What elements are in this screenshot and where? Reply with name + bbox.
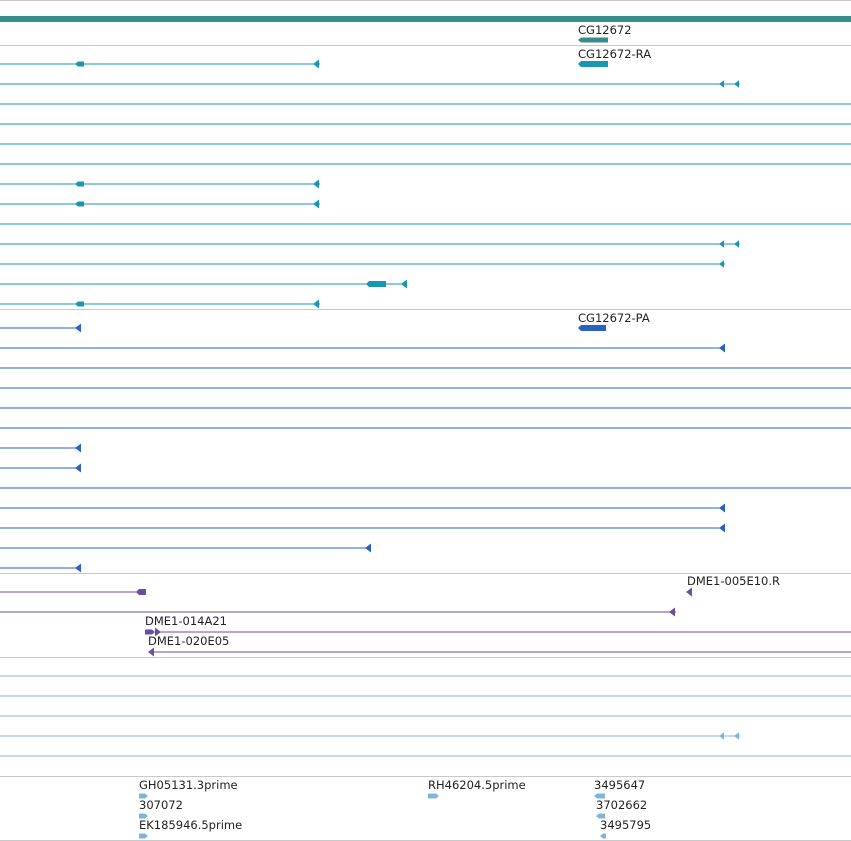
feature-label: DME1-014A21 <box>145 614 227 628</box>
feature-label: 3702662 <box>596 798 647 812</box>
feature-label: DME1-020E05 <box>148 634 229 648</box>
feature-label: EK185946.5prime <box>139 818 242 832</box>
strand-arrow-left <box>313 199 319 209</box>
strand-arrow-left <box>719 343 725 353</box>
exon-block[interactable] <box>75 201 84 207</box>
exon-block[interactable] <box>75 61 84 67</box>
exon-block[interactable] <box>139 833 148 839</box>
strand-arrow-right <box>155 627 161 637</box>
strand-arrow-left <box>75 323 81 333</box>
strand-arrow-left <box>719 503 725 513</box>
strand-arrow-left <box>313 179 319 189</box>
strand-arrow-left <box>75 463 81 473</box>
exon-block[interactable] <box>139 793 148 799</box>
strand-arrow-left <box>401 279 407 289</box>
strand-arrow-left <box>75 443 81 453</box>
strand-arrow-left <box>734 732 739 740</box>
exon-block[interactable] <box>578 61 608 67</box>
strand-arrow-left <box>734 80 739 88</box>
exon-block[interactable] <box>578 37 608 43</box>
exon-block[interactable] <box>594 793 605 799</box>
feature-label: DME1-005E10.R <box>687 574 780 588</box>
strand-arrow-left <box>148 647 154 657</box>
strand-arrow-left <box>75 563 81 573</box>
strand-arrow-left <box>719 523 725 533</box>
exon-block[interactable] <box>428 793 439 799</box>
strand-arrow-left <box>719 260 724 268</box>
exon-block[interactable] <box>366 281 386 287</box>
feature-label: GH05131.3prime <box>139 778 238 792</box>
strand-arrow-left <box>719 80 724 88</box>
gene-track-bar <box>0 16 851 22</box>
feature-label: 3495795 <box>600 818 651 832</box>
exon-block[interactable] <box>600 833 606 839</box>
strand-arrow-left <box>719 732 724 740</box>
feature-label: 3495647 <box>594 778 645 792</box>
strand-arrow-left <box>669 607 675 617</box>
strand-arrow-left <box>313 59 319 69</box>
feature-label: CG12672-PA <box>578 311 650 325</box>
exon-block[interactable] <box>596 813 605 819</box>
feature-label: CG12672 <box>578 23 632 37</box>
exon-block[interactable] <box>136 589 146 595</box>
feature-label: CG12672-RA <box>578 47 651 61</box>
strand-arrow-left <box>719 240 724 248</box>
feature-label: RH46204.5prime <box>428 778 526 792</box>
strand-arrow-left <box>734 240 739 248</box>
exon-block[interactable] <box>75 181 84 187</box>
strand-arrow-left <box>686 587 692 597</box>
exon-block[interactable] <box>139 813 148 819</box>
strand-arrow-left <box>365 543 371 553</box>
strand-arrow-left <box>313 299 319 309</box>
exon-block[interactable] <box>145 629 155 635</box>
feature-label: 307072 <box>139 798 183 812</box>
exon-block[interactable] <box>75 301 84 307</box>
exon-block[interactable] <box>578 325 606 331</box>
